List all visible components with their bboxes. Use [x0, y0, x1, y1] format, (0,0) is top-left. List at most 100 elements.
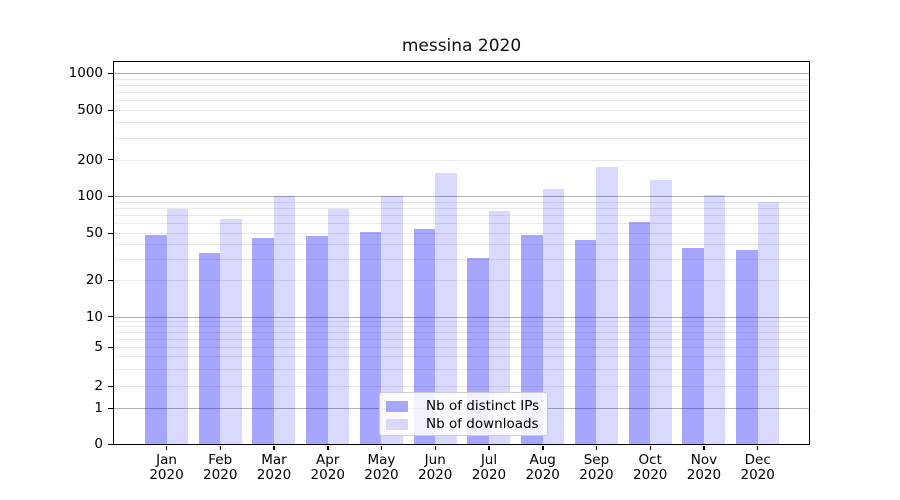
- gridline-major-100: [114, 196, 809, 197]
- bar-nb-of-distinct-ips-feb: [198, 252, 221, 444]
- y-tick-500: [108, 109, 113, 111]
- x-tick-label-jun: Jun 2020: [418, 452, 453, 483]
- x-tick-label-apr: Apr 2020: [310, 452, 345, 483]
- x-tick-label-jul: Jul 2020: [471, 452, 507, 483]
- x-tick-label-may: May 2020: [364, 452, 399, 483]
- y-tick-1000: [108, 72, 113, 74]
- bar-nb-of-downloads-feb: [220, 219, 242, 444]
- bar-nb-of-distinct-ips-may: [359, 231, 382, 444]
- x-tick-apr: [327, 446, 329, 450]
- gridline-minor-80: [114, 207, 809, 209]
- gridline-minor-3: [114, 368, 809, 370]
- x-tick-label-feb: Feb 2020: [203, 452, 238, 483]
- y-tick-50: [108, 232, 113, 234]
- gridline-minor-2: [114, 386, 809, 387]
- y-tick-label-100: 100: [77, 188, 103, 204]
- x-tick-jan: [166, 446, 168, 450]
- y-tick-label-2: 2: [94, 378, 103, 394]
- y-tick-100: [108, 195, 113, 197]
- legend-item-distinct-ips: Nb of distinct IPs: [380, 397, 547, 415]
- bar-nb-of-distinct-ips-dec: [736, 249, 758, 444]
- gridline-minor-400: [114, 122, 809, 124]
- gridline-minor-40: [114, 244, 809, 246]
- y-tick-20: [108, 279, 113, 281]
- gridline-minor-900: [114, 78, 809, 80]
- gridline-minor-30: [114, 259, 809, 261]
- bar-nb-of-distinct-ips-jun: [413, 228, 436, 444]
- bar-nb-of-downloads-sep: [596, 166, 618, 444]
- x-tick-jul: [488, 446, 490, 450]
- x-tick-jun: [434, 446, 437, 450]
- y-tick-label-5: 5: [94, 339, 103, 355]
- gridline-minor-50: [114, 233, 809, 234]
- plot-area: [113, 61, 810, 445]
- y-tick-1: [108, 407, 113, 409]
- gridline-minor-4: [114, 356, 809, 358]
- y-tick-label-1000: 1000: [68, 65, 103, 81]
- gridline-minor-20: [114, 280, 809, 281]
- gridline-minor-500: [114, 110, 809, 111]
- x-tick-label-sep: Sep 2020: [579, 452, 614, 483]
- y-tick-10: [108, 316, 113, 318]
- x-tick-sep: [595, 446, 598, 450]
- gridline-minor-8: [114, 326, 809, 328]
- x-tick-label-oct: Oct 2020: [633, 452, 668, 483]
- gridline-major-10: [114, 316, 809, 318]
- bar-nb-of-downloads-jun: [435, 173, 457, 444]
- x-tick-mar: [273, 446, 275, 450]
- x-tick-oct: [649, 446, 651, 450]
- bar-nb-of-distinct-ips-apr: [306, 236, 328, 444]
- bar-nb-of-distinct-ips-oct: [628, 221, 651, 444]
- y-tick-label-1: 1: [94, 400, 103, 416]
- gridline-minor-6: [114, 339, 809, 341]
- bar-nb-of-distinct-ips-jan: [145, 235, 167, 444]
- gridline-minor-800: [114, 84, 809, 86]
- chart-title: messina 2020: [401, 36, 522, 56]
- legend-swatch-downloads: [386, 418, 408, 430]
- bar-nb-of-downloads-mar: [273, 196, 296, 444]
- x-tick-label-nov: Nov 2020: [686, 452, 722, 483]
- gridline-minor-200: [114, 159, 809, 161]
- x-tick-feb: [219, 446, 222, 450]
- y-tick-0: [108, 443, 113, 445]
- gridline-minor-70: [114, 215, 809, 217]
- y-tick-label-500: 500: [77, 102, 103, 118]
- gridline-minor-700: [114, 92, 809, 94]
- legend-label-distinct-ips: Nb of distinct IPs: [426, 398, 540, 414]
- bar-nb-of-distinct-ips-aug: [521, 235, 543, 444]
- y-tick-label-0: 0: [94, 436, 103, 452]
- gridline-minor-90: [114, 201, 809, 203]
- x-tick-label-jan: Jan 2020: [149, 452, 184, 483]
- gridline-minor-5: [114, 347, 809, 348]
- x-tick-nov: [703, 446, 705, 450]
- y-tick-5: [108, 346, 113, 348]
- x-tick-label-aug: Aug 2020: [525, 452, 560, 483]
- x-tick-aug: [542, 446, 544, 450]
- gridline-minor-7: [114, 332, 809, 334]
- bar-nb-of-downloads-jul: [488, 210, 511, 444]
- bar-nb-of-downloads-jan: [166, 209, 188, 444]
- bar-nb-of-downloads-apr: [327, 209, 350, 444]
- bar-nb-of-downloads-oct: [650, 180, 672, 444]
- legend-label-downloads: Nb of downloads: [426, 416, 539, 432]
- legend-swatch-distinct-ips: [386, 400, 408, 412]
- bar-nb-of-downloads-may: [381, 196, 403, 444]
- bar-nb-of-downloads-nov: [703, 194, 726, 444]
- legend-item-downloads: Nb of downloads: [380, 415, 547, 433]
- y-tick-2: [108, 385, 113, 387]
- y-tick-label-200: 200: [77, 151, 103, 168]
- y-tick-label-50: 50: [85, 225, 103, 241]
- y-tick-label-20: 20: [85, 272, 103, 288]
- bar-nb-of-downloads-aug: [542, 188, 565, 444]
- y-tick-200: [108, 159, 113, 161]
- x-tick-label-mar: Mar 2020: [256, 452, 292, 483]
- gridline-minor-9: [114, 321, 809, 323]
- legend: Nb of distinct IPs Nb of downloads: [379, 392, 548, 436]
- y-tick-label-10: 10: [85, 308, 103, 325]
- bar-nb-of-distinct-ips-mar: [252, 238, 274, 444]
- gridline-major-1000: [114, 73, 809, 74]
- bar-nb-of-downloads-dec: [757, 201, 780, 444]
- bar-nb-of-distinct-ips-nov: [682, 248, 704, 444]
- gridline-minor-300: [114, 137, 809, 139]
